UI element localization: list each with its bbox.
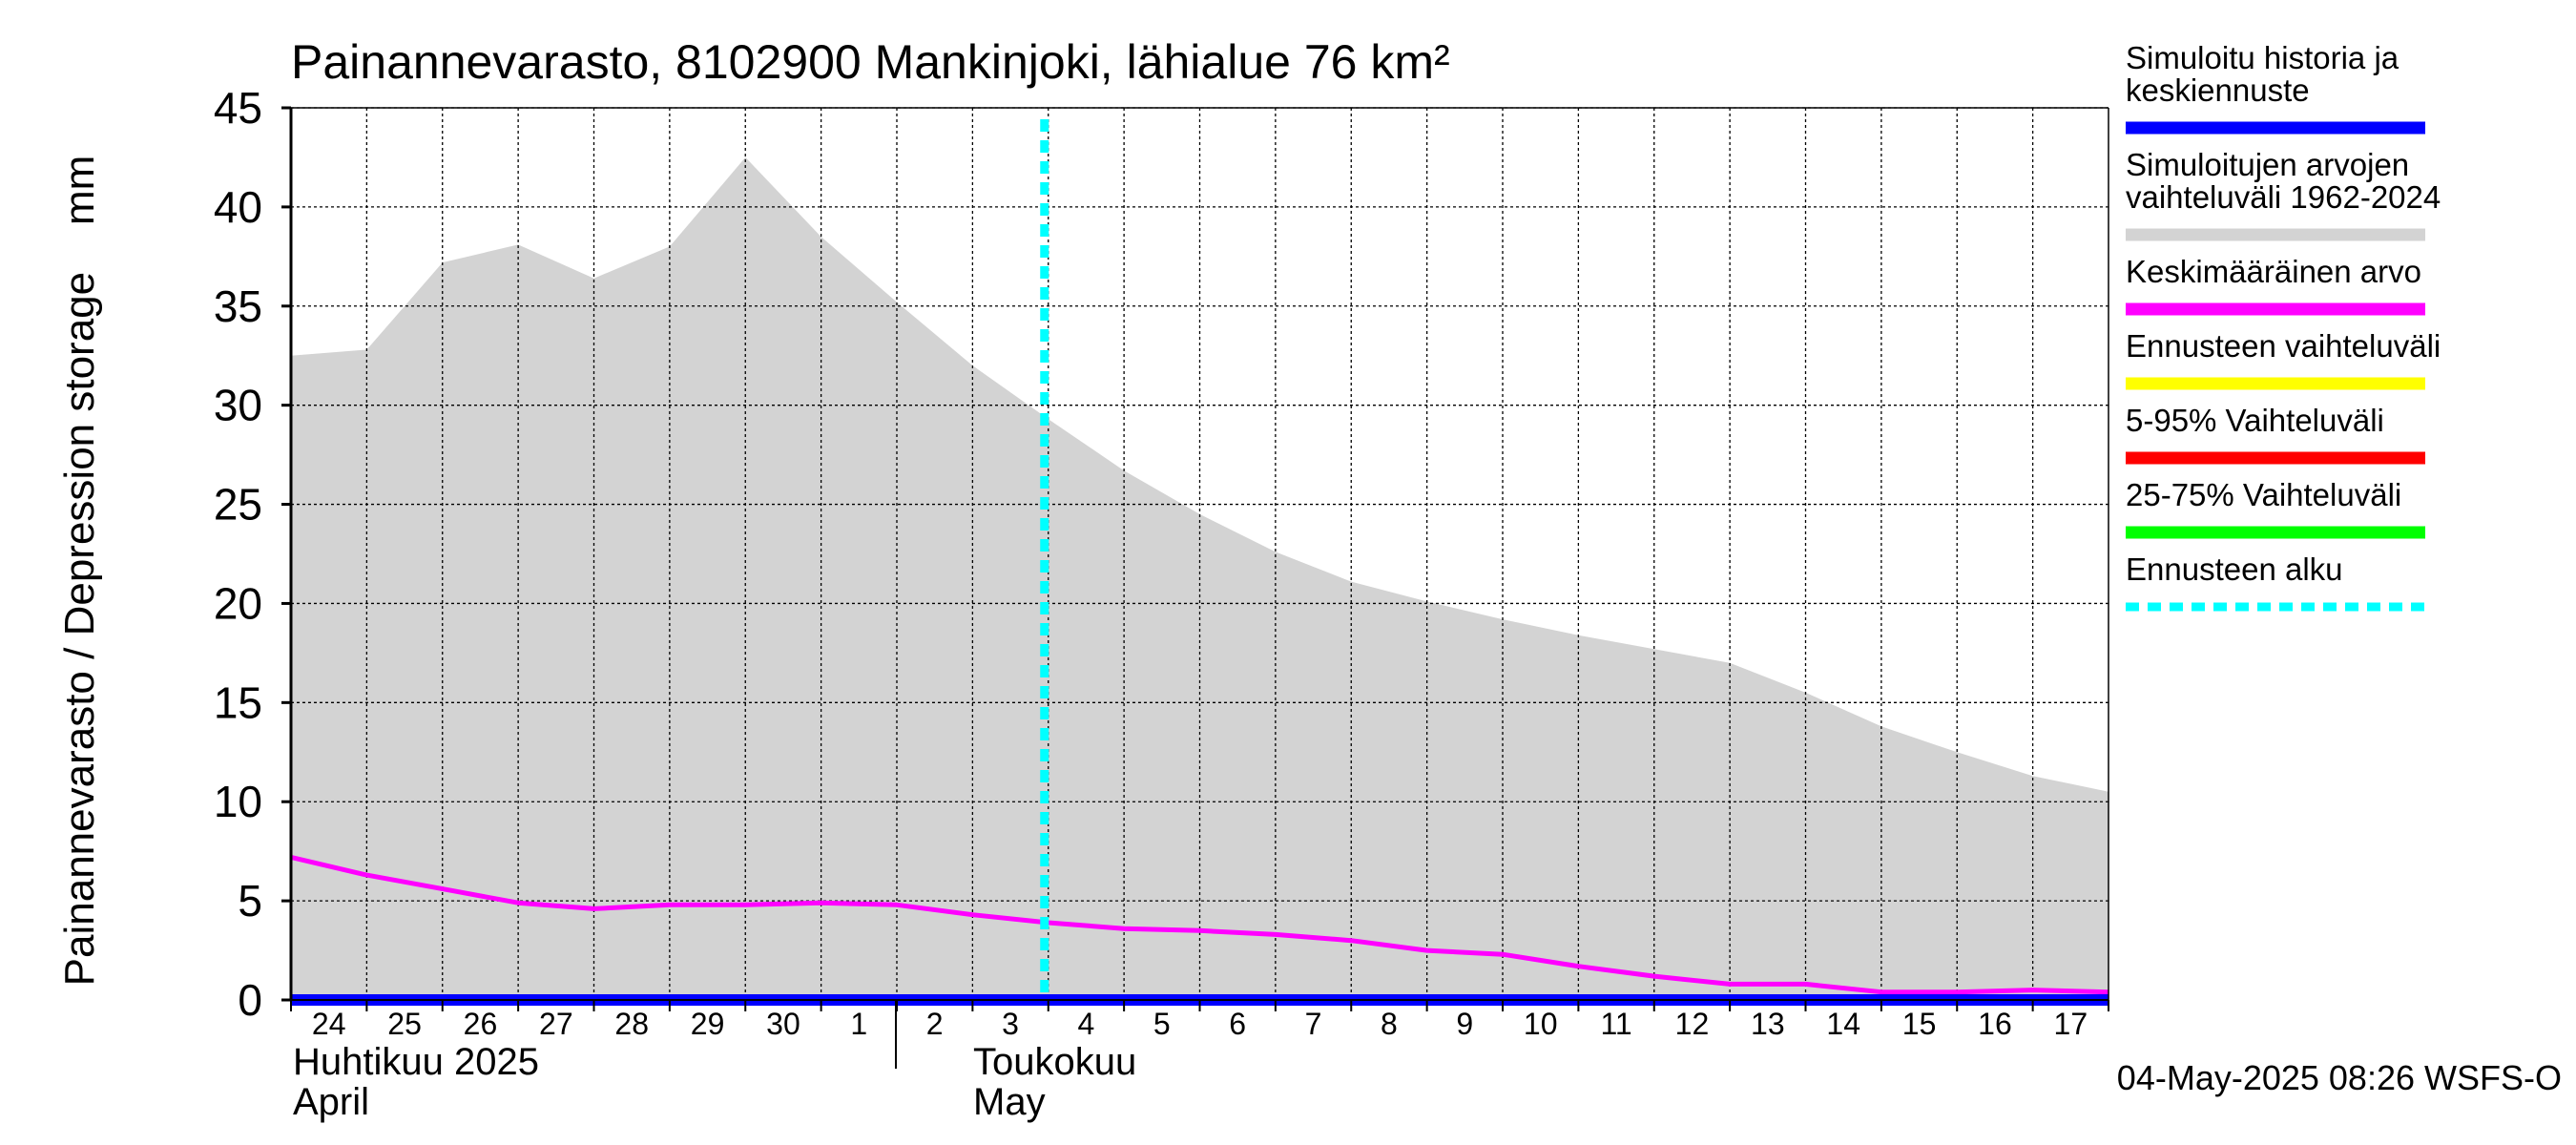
month-label-finnish: Toukokuu [973, 1041, 1136, 1083]
x-tick-label: 2 [926, 1007, 944, 1041]
legend-label: Simuloitujen arvojen [2126, 147, 2409, 182]
legend-label: 25-75% Vaihteluväli [2126, 477, 2401, 512]
month-label-finnish: Huhtikuu 2025 [293, 1041, 539, 1083]
x-tick-label: 6 [1229, 1007, 1246, 1041]
y-tick-label: 25 [214, 480, 262, 530]
y-tick-label: 35 [214, 281, 262, 331]
legend-label: 5-95% Vaihteluväli [2126, 403, 2384, 438]
y-tick-label: 15 [214, 677, 262, 727]
x-tick-label: 30 [766, 1007, 800, 1041]
x-tick-label: 11 [1600, 1007, 1631, 1041]
x-tick-label: 8 [1381, 1007, 1398, 1041]
x-tick-label: 26 [464, 1007, 498, 1041]
y-tick-label: 40 [214, 182, 262, 232]
x-tick-label: 7 [1305, 1007, 1322, 1041]
y-tick-label: 45 [214, 83, 262, 133]
x-tick-label: 24 [312, 1007, 346, 1041]
x-tick-label: 3 [1002, 1007, 1019, 1041]
month-label-english: May [973, 1081, 1046, 1123]
x-tick-label: 16 [1978, 1007, 2012, 1041]
x-tick-label: 13 [1751, 1007, 1785, 1041]
mean-value-line [290, 854, 2109, 995]
legend-label: vaihteluväli 1962-2024 [2126, 179, 2441, 215]
x-tick-label: 17 [2054, 1007, 2088, 1041]
legend-label: Keskimääräinen arvo [2126, 254, 2421, 289]
x-tick-label: 10 [1524, 1007, 1558, 1041]
month-label-english: April [293, 1081, 369, 1123]
x-tick-label: 14 [1826, 1007, 1860, 1041]
x-tick-label: 28 [614, 1007, 649, 1041]
x-tick-label: 15 [1902, 1007, 1937, 1041]
legend-label: Ennusteen vaihteluväli [2126, 328, 2441, 364]
y-tick-label: 30 [214, 381, 262, 430]
timestamp-footer: 04-May-2025 08:26 WSFS-O [2117, 1058, 2562, 1097]
x-tick-labels: 24 25 26 27 28 29 30 1 2 3 4 5 6 7 8 9 10 11 12 13 14 15 16 17 [290, 1000, 2109, 1041]
legend-label: Simuloitu historia ja [2126, 40, 2399, 75]
x-tick-label: 12 [1675, 1007, 1710, 1041]
x-tick-label: 9 [1456, 1007, 1473, 1041]
x-tick-label: 5 [1153, 1007, 1171, 1041]
y-tick-labels: 0 5 10 15 20 25 30 35 40 45 [214, 83, 291, 1025]
x-tick-label: 25 [387, 1007, 422, 1041]
x-tick-label: 4 [1078, 1007, 1095, 1041]
legend-label: Ennusteen alku [2126, 552, 2343, 587]
y-tick-label: 20 [214, 578, 262, 628]
chart-title: Painannevarasto, 8102900 Mankinjoki, läh… [291, 35, 1450, 89]
x-tick-label: 1 [850, 1007, 867, 1041]
y-axis-label: Painannevarasto / Depression storage mm [56, 156, 103, 987]
y-tick-label: 5 [238, 876, 262, 926]
y-tick-label: 10 [214, 777, 262, 826]
legend-label: keskiennuste [2126, 73, 2310, 108]
y-tick-label: 0 [238, 975, 262, 1025]
x-tick-label: 29 [691, 1007, 725, 1041]
x-tick-label: 27 [539, 1007, 573, 1041]
